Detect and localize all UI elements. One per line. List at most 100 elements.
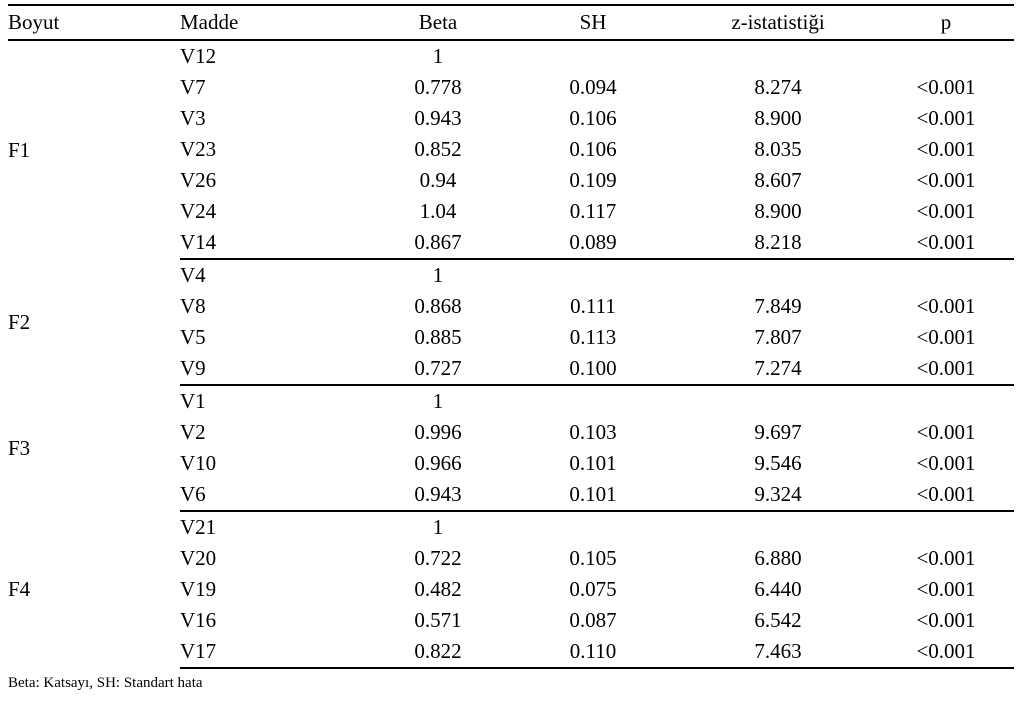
- table-row: V5 0.885 0.113 7.807 <0.001: [8, 322, 1014, 353]
- table-body: F1 V12 1 V7 0.778 0.094 8.274 <0.001 V3 0.943 0.10…: [8, 40, 1014, 669]
- madde-cell: V10: [180, 451, 217, 475]
- z-statistic-cell: 9.324: [678, 479, 878, 512]
- beta-cell: 0.996: [414, 420, 462, 444]
- beta-cell: 0.778: [414, 75, 462, 99]
- sh-cell: 0.101: [508, 479, 678, 512]
- sh-cell: 0.106: [569, 137, 617, 161]
- table-row: V24 1.04 0.117 8.900 <0.001: [8, 196, 1014, 227]
- madde-cell: V26: [180, 168, 217, 192]
- beta-cell: 1: [432, 389, 444, 413]
- table-row: F4 V21 1: [8, 511, 1014, 600]
- table-row: V14 0.867 0.089 8.218 <0.001: [8, 227, 1014, 260]
- beta-cell: 0.943: [368, 479, 508, 512]
- p-value-cell: <0.001: [916, 546, 976, 570]
- table-row: V19 0.482 0.075 6.440 <0.001: [8, 574, 1014, 605]
- beta-cell: 1: [432, 515, 444, 539]
- table-row: V10 0.966 0.101 9.546 <0.001: [8, 448, 1014, 479]
- p-value-cell: <0.001: [916, 75, 976, 99]
- beta-cell: 0.867: [368, 227, 508, 260]
- beta-cell: 0.94: [419, 168, 457, 192]
- table-row: V26 0.94 0.109 8.607 <0.001: [8, 165, 1014, 196]
- beta-cell: 0.852: [414, 137, 462, 161]
- z-statistic-cell: [678, 511, 878, 543]
- z-statistic-cell: 8.607: [754, 168, 802, 192]
- madde-cell: V3: [180, 106, 206, 130]
- madde-cell: V1: [180, 389, 206, 413]
- z-statistic-cell: 8.035: [754, 137, 802, 161]
- z-statistic-cell: 8.900: [754, 199, 802, 223]
- z-statistic-cell: 8.900: [754, 106, 802, 130]
- sh-cell: 0.106: [569, 106, 617, 130]
- p-value-cell: <0.001: [916, 608, 976, 632]
- sh-cell: 0.111: [570, 294, 616, 318]
- p-value-cell: <0.001: [916, 325, 976, 349]
- madde-cell: V24: [180, 199, 217, 223]
- z-statistic-cell: 8.218: [678, 227, 878, 260]
- madde-cell: V14: [180, 227, 368, 260]
- z-statistic-cell: 6.440: [754, 577, 802, 601]
- madde-cell: V7: [180, 75, 206, 99]
- z-statistic-cell: 6.880: [754, 546, 802, 570]
- madde-cell: V9: [180, 353, 368, 386]
- sh-cell: 0.109: [569, 168, 617, 192]
- header-boyut: Boyut: [8, 4, 180, 41]
- boyut-cell: F4: [8, 577, 31, 601]
- boyut-cell: F1: [8, 137, 31, 162]
- madde-cell: V6: [180, 479, 368, 512]
- beta-cell: 0.885: [414, 325, 462, 349]
- header-z-statistic: z-istatistiği: [678, 4, 878, 41]
- madde-cell: V5: [180, 325, 206, 349]
- p-value-cell: <0.001: [916, 168, 976, 192]
- table-row: F3 V1 1: [8, 385, 1014, 459]
- sh-cell: 0.075: [569, 577, 617, 601]
- beta-cell: 0.943: [414, 106, 462, 130]
- sh-cell: [508, 385, 678, 417]
- p-value-cell: <0.001: [916, 420, 976, 444]
- table-row: V9 0.727 0.100 7.274 <0.001: [8, 353, 1014, 386]
- beta-cell: 0.482: [414, 577, 462, 601]
- sh-cell: 0.087: [569, 608, 617, 632]
- beta-cell: 1: [432, 263, 444, 287]
- z-statistic-cell: [678, 385, 878, 417]
- sh-cell: 0.103: [569, 420, 617, 444]
- madde-cell: V19: [180, 577, 217, 601]
- p-value-cell: [878, 259, 1014, 291]
- table-row: V23 0.852 0.106 8.035 <0.001: [8, 134, 1014, 165]
- table-header: Boyut Madde Beta SH z-istatistiği p: [8, 4, 1014, 41]
- sh-cell: 0.113: [569, 325, 617, 349]
- madde-cell: V2: [180, 420, 206, 444]
- z-statistic-cell: 9.546: [754, 451, 802, 475]
- z-statistic-cell: 7.463: [678, 636, 878, 669]
- sh-cell: 0.101: [569, 451, 617, 475]
- p-value-cell: [878, 40, 1014, 72]
- beta-cell: 0.966: [414, 451, 462, 475]
- header-row: Boyut Madde Beta SH z-istatistiği p: [8, 4, 1014, 41]
- madde-cell: V20: [180, 546, 217, 570]
- p-value-cell: <0.001: [878, 353, 1014, 386]
- p-value-cell: <0.001: [916, 137, 976, 161]
- p-value-cell: <0.001: [878, 227, 1014, 260]
- beta-cell: 1: [432, 44, 444, 68]
- p-value-cell: <0.001: [878, 636, 1014, 669]
- sh-cell: 0.105: [569, 546, 617, 570]
- sh-cell: 0.100: [508, 353, 678, 386]
- header-sh: SH: [508, 4, 678, 41]
- madde-cell: V12: [180, 44, 217, 68]
- madde-cell: V23: [180, 137, 217, 161]
- z-statistic-cell: 6.542: [754, 608, 802, 632]
- p-value-cell: <0.001: [916, 577, 976, 601]
- table-row: V6 0.943 0.101 9.324 <0.001: [8, 479, 1014, 512]
- p-value-cell: [878, 511, 1014, 543]
- z-statistic-cell: 7.807: [754, 325, 802, 349]
- sh-cell: 0.110: [508, 636, 678, 669]
- p-value-cell: <0.001: [916, 199, 976, 223]
- madde-cell: V16: [180, 608, 217, 632]
- beta-cell: 0.727: [368, 353, 508, 386]
- beta-cell: 0.868: [414, 294, 462, 318]
- z-statistic-cell: 8.274: [754, 75, 802, 99]
- table-row: F2 V4 1: [8, 259, 1014, 333]
- madde-cell: V8: [180, 294, 206, 318]
- sh-cell: 0.094: [569, 75, 617, 99]
- z-statistic-cell: 7.274: [678, 353, 878, 386]
- table-row: V7 0.778 0.094 8.274 <0.001: [8, 72, 1014, 103]
